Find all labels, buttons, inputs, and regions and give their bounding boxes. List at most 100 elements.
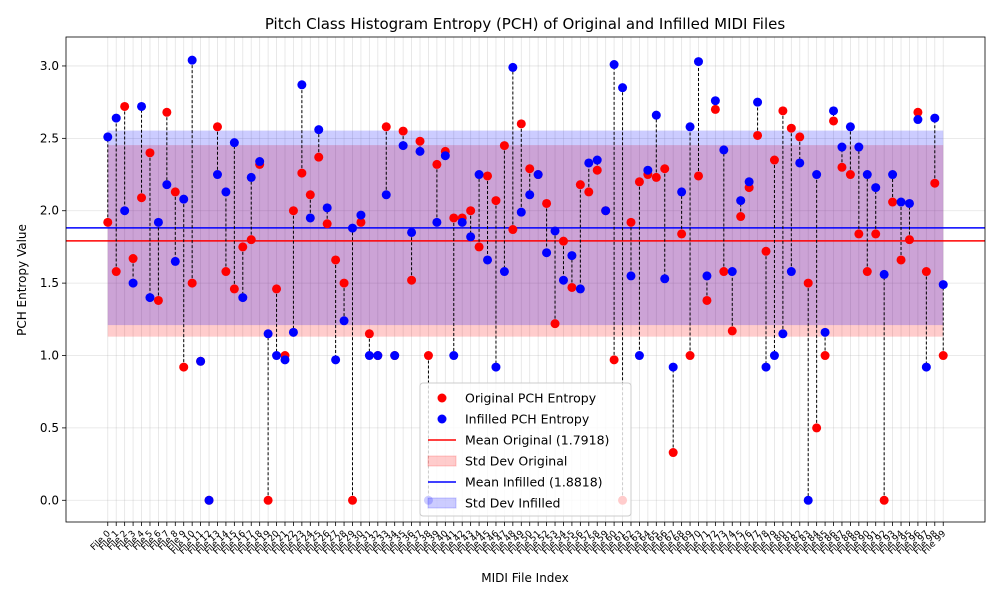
original-point bbox=[592, 165, 602, 175]
original-point bbox=[415, 136, 425, 146]
original-point bbox=[575, 180, 585, 190]
infilled-point bbox=[415, 146, 425, 156]
infilled-point bbox=[297, 80, 307, 90]
infilled-point bbox=[432, 217, 442, 227]
infilled-point bbox=[314, 125, 324, 135]
y-tick-label: 2.0 bbox=[40, 204, 59, 218]
y-axis-label: PCH Entropy Value bbox=[15, 224, 29, 336]
infilled-point bbox=[913, 115, 923, 125]
original-point bbox=[407, 275, 417, 285]
infilled-point bbox=[196, 356, 206, 366]
original-point bbox=[904, 235, 914, 245]
infilled-point bbox=[255, 157, 265, 167]
original-point bbox=[888, 197, 898, 207]
infilled-point bbox=[618, 83, 628, 93]
infilled-point bbox=[483, 255, 493, 265]
x-axis-label: MIDI File Index bbox=[481, 571, 568, 585]
original-point bbox=[516, 119, 526, 129]
original-point bbox=[145, 148, 155, 158]
original-point bbox=[221, 267, 231, 277]
infilled-point bbox=[103, 132, 113, 142]
original-point bbox=[550, 319, 560, 329]
original-point bbox=[938, 351, 948, 361]
infilled-point bbox=[356, 210, 366, 220]
original-point bbox=[710, 104, 720, 114]
legend-mean-original-label: Mean Original (1.7918) bbox=[465, 433, 609, 448]
original-point bbox=[921, 267, 931, 277]
infilled-point bbox=[238, 293, 248, 303]
original-point bbox=[153, 295, 163, 305]
infilled-point bbox=[601, 206, 611, 216]
infilled-point bbox=[499, 267, 509, 277]
infilled-point bbox=[305, 213, 315, 223]
legend-std-original-marker bbox=[427, 455, 457, 467]
original-point bbox=[913, 107, 923, 117]
infilled-point bbox=[753, 97, 763, 107]
original-point bbox=[212, 122, 222, 132]
infilled-point bbox=[854, 142, 864, 152]
original-point bbox=[896, 255, 906, 265]
original-point bbox=[812, 423, 822, 433]
infilled-point bbox=[685, 122, 695, 132]
original-point bbox=[753, 130, 763, 140]
infilled-point bbox=[812, 170, 822, 180]
original-point bbox=[837, 162, 847, 172]
infilled-point bbox=[246, 172, 256, 182]
legend-mean-infilled-label: Mean Infilled (1.8818) bbox=[465, 475, 603, 490]
infilled-point bbox=[280, 355, 290, 365]
original-point bbox=[331, 255, 341, 265]
original-point bbox=[272, 284, 282, 294]
original-point bbox=[179, 362, 189, 372]
infilled-point bbox=[837, 142, 847, 152]
original-point bbox=[305, 190, 315, 200]
infilled-point bbox=[339, 316, 349, 326]
original-point bbox=[111, 267, 121, 277]
infilled-point bbox=[263, 329, 273, 339]
infilled-point bbox=[744, 177, 754, 187]
original-point bbox=[238, 242, 248, 252]
original-point bbox=[862, 267, 872, 277]
original-point bbox=[508, 225, 518, 235]
infilled-point bbox=[120, 206, 130, 216]
infilled-point bbox=[609, 60, 619, 70]
infilled-point bbox=[862, 170, 872, 180]
infilled-point bbox=[845, 122, 855, 132]
infilled-point bbox=[525, 190, 535, 200]
original-point bbox=[879, 495, 889, 505]
original-point bbox=[339, 278, 349, 288]
infilled-point bbox=[668, 362, 678, 372]
legend-std-original-label: Std Dev Original bbox=[465, 454, 567, 469]
legend-std-infilled-marker bbox=[427, 497, 457, 509]
original-point bbox=[567, 282, 577, 292]
infilled-point bbox=[871, 183, 881, 193]
original-point bbox=[660, 164, 670, 174]
infilled-point bbox=[533, 170, 543, 180]
original-point bbox=[288, 206, 298, 216]
infilled-point bbox=[795, 158, 805, 168]
infilled-point bbox=[769, 351, 779, 361]
infilled-point bbox=[466, 232, 476, 242]
original-point bbox=[297, 168, 307, 178]
infilled-point bbox=[288, 327, 298, 337]
y-tick-label: 1.0 bbox=[40, 349, 59, 363]
infilled-point bbox=[575, 284, 585, 294]
original-point bbox=[263, 495, 273, 505]
original-point bbox=[120, 101, 130, 111]
infilled-point bbox=[660, 274, 670, 284]
infilled-point bbox=[803, 495, 813, 505]
infilled-point bbox=[272, 351, 282, 361]
original-point bbox=[795, 132, 805, 142]
infilled-point bbox=[508, 62, 518, 72]
infilled-point bbox=[137, 101, 147, 111]
original-point bbox=[466, 206, 476, 216]
infilled-point bbox=[491, 362, 501, 372]
original-point bbox=[322, 219, 332, 229]
infilled-point bbox=[930, 113, 940, 123]
original-point bbox=[356, 217, 366, 227]
infilled-point bbox=[888, 170, 898, 180]
infilled-point bbox=[170, 256, 180, 266]
infilled-point bbox=[820, 327, 830, 337]
original-point bbox=[930, 178, 940, 188]
y-tick-label: 3.0 bbox=[40, 59, 59, 73]
infilled-point bbox=[786, 267, 796, 277]
